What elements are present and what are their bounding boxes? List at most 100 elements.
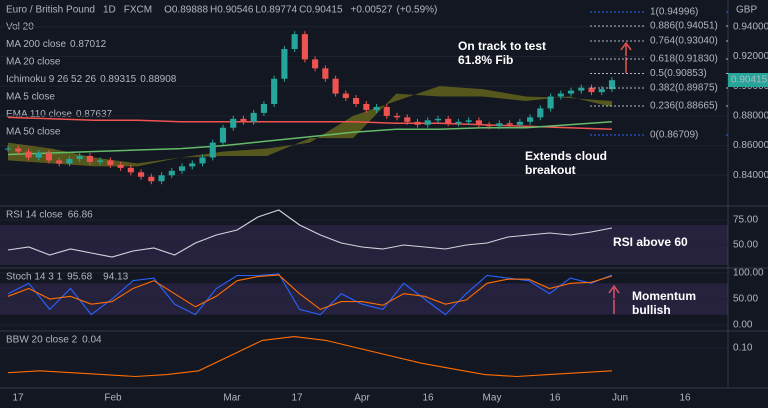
pane-title: Stoch 14 3 1 [6, 272, 63, 283]
candle [393, 115, 401, 118]
price-tag [728, 72, 768, 87]
candle [158, 175, 165, 182]
fib-label-bg [646, 19, 726, 31]
candle [363, 103, 370, 110]
annotation: Extends cloud breakout [525, 149, 607, 177]
time-label: Apr [354, 393, 370, 404]
source: FXCM [124, 5, 152, 16]
candle [352, 98, 360, 104]
y-tick-label: 0.86000 [733, 140, 768, 151]
ohlc-label: C [299, 5, 306, 16]
y-tick-label: 50.00 [733, 240, 758, 251]
candle [66, 158, 73, 164]
legend-value: 0.87637 [76, 109, 113, 120]
change: +0.00527 [351, 5, 393, 16]
candle [25, 151, 32, 158]
indicator-line [7, 209, 613, 258]
annotation: Momentum bullish [632, 289, 696, 317]
fib-label: 0.236(0.88665) [650, 101, 718, 112]
candle [230, 118, 237, 128]
fib-label: 0.764(0.93040) [650, 36, 718, 47]
pane-title: RSI 14 close [6, 210, 63, 221]
candle [588, 87, 595, 93]
legend-value: 0.88908 [140, 74, 177, 85]
legend-name: EMA 110 close [6, 109, 72, 120]
y-tick-label: 75.00 [733, 215, 758, 226]
candle [35, 153, 42, 158]
candle [342, 93, 349, 99]
legend-value: 0.87012 [70, 39, 107, 50]
candle [527, 117, 534, 122]
candle [199, 157, 206, 164]
pane-title: BBW 20 close 2 [6, 335, 78, 346]
candle [4, 148, 12, 150]
candle [148, 176, 155, 182]
indicator-line [7, 274, 613, 311]
y-tick-label: 0.00 [733, 320, 753, 331]
fib-label: 1(0.94996) [650, 7, 698, 18]
fib-label-bg [646, 82, 726, 94]
candle [127, 167, 134, 173]
candle [465, 120, 472, 122]
time-label: 17 [12, 393, 24, 404]
candle [455, 121, 462, 124]
candle [383, 106, 390, 116]
candle [138, 172, 145, 177]
candle [168, 170, 175, 176]
candle [557, 93, 564, 97]
candle [189, 163, 196, 167]
ohlc-label: H [210, 5, 217, 16]
currency: GBP [736, 5, 757, 16]
ohlc-value: 0.89888 [172, 5, 209, 16]
ichimoku-cloud [8, 86, 612, 167]
candle [15, 148, 22, 152]
candle [281, 49, 288, 79]
candle [506, 123, 513, 125]
candle [291, 34, 298, 50]
legend-name: MA 200 close [6, 39, 66, 50]
legend-name: MA 50 close [6, 127, 61, 138]
candle [434, 118, 442, 121]
time-label: 17 [291, 393, 303, 404]
y-tick-label: 100.00 [733, 268, 764, 279]
legend-name: MA 5 close [6, 92, 55, 103]
time-label: 16 [422, 393, 434, 404]
change-pct: (+0.59%) [397, 5, 438, 16]
candle [496, 123, 503, 127]
pane-value: 0.04 [82, 335, 102, 346]
fib-label-bg [646, 5, 726, 17]
fib-label-bg [646, 67, 726, 79]
candle [424, 120, 431, 125]
legend-value: 0.89315 [100, 74, 137, 85]
y-tick-label: 0.94000 [733, 21, 768, 32]
candle [56, 160, 63, 164]
candle [537, 108, 544, 118]
candle [332, 78, 339, 94]
fib-label-bg [646, 129, 726, 141]
candle [516, 121, 523, 125]
candle [45, 153, 53, 161]
ma-line [7, 116, 613, 130]
candle [271, 78, 278, 104]
candle [608, 80, 616, 90]
y-tick-label: 0.88000 [733, 111, 768, 122]
ohlc-label: L [255, 5, 261, 16]
candle [86, 155, 93, 162]
candle [117, 164, 124, 168]
legend-name: Ichimoku 9 26 52 26 [6, 74, 96, 85]
annotation: RSI above 60 [613, 235, 688, 249]
fib-label-bg [646, 35, 726, 46]
legend-name: MA 20 close [6, 57, 61, 68]
pane-value: 66.86 [68, 210, 93, 221]
candle [209, 142, 216, 158]
interval: 1D [103, 5, 116, 16]
fib-label: 0(0.86709) [650, 130, 698, 141]
candle [486, 124, 493, 127]
candle [219, 127, 227, 143]
candle [404, 117, 411, 122]
y-tick-label: 50.00 [733, 294, 758, 305]
candle [445, 118, 452, 124]
time-label: 16 [679, 393, 691, 404]
pane-value: 94.13 [103, 272, 128, 283]
